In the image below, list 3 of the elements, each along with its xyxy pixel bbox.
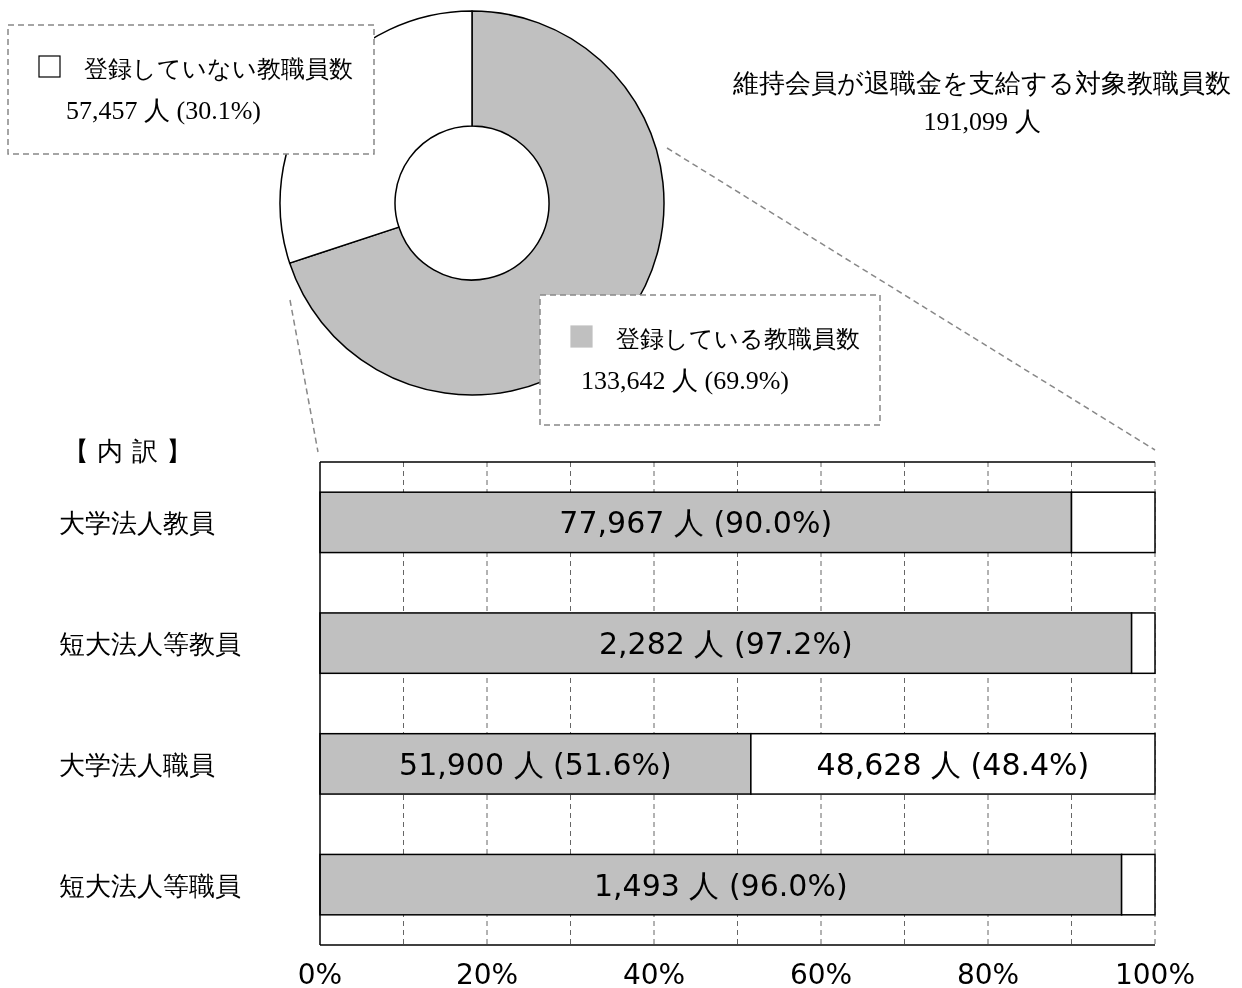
title: 維持会員が退職金を支給する対象教職員数 [733,69,1231,98]
title: 【 内 訳 】 [63,436,192,466]
subtitle: 191,099 人 [923,107,1041,136]
